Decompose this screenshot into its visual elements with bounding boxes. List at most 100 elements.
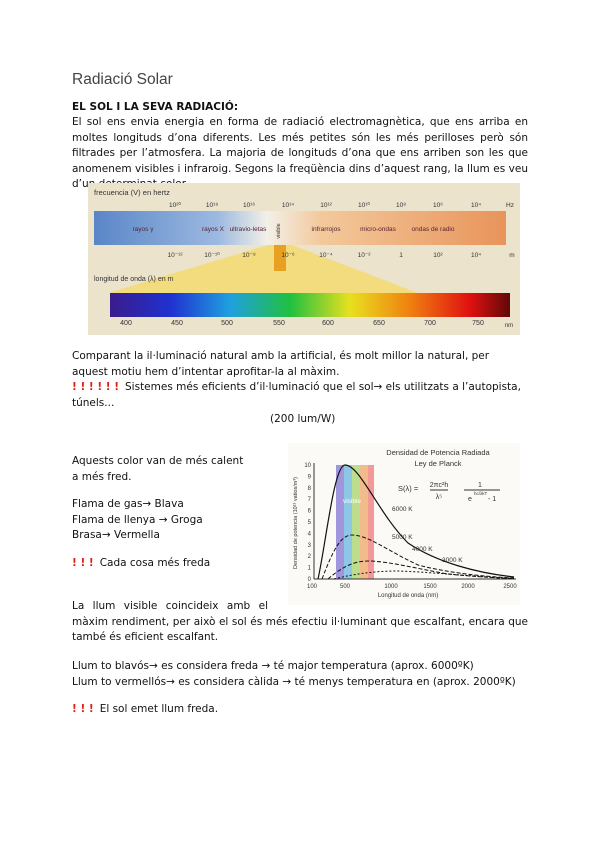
figure-label: 10⁻⁶: [281, 252, 295, 259]
figure-label: 450: [171, 320, 183, 327]
visible-band: [360, 465, 368, 579]
y-tick-label: 5: [308, 520, 312, 526]
spacer: [268, 599, 528, 613]
figure-label: hc/λkT: [474, 491, 488, 496]
figure-background: [288, 443, 520, 605]
visible-light-text: La llum visible coincideix amb el màxim …: [72, 600, 528, 643]
figure-label: 10¹⁰: [358, 201, 370, 209]
x-tick-label: 2500: [503, 584, 517, 590]
curve-label: 3000 K: [442, 557, 463, 564]
curve-label: 4000 K: [412, 546, 433, 553]
figure-label: m: [509, 252, 514, 259]
figure-label: 10⁴: [471, 202, 481, 209]
warning: ! ! ! ! ! ! Sistemes més eficients d’il·l…: [72, 380, 528, 411]
figure-label: 550: [273, 320, 285, 327]
y-tick-label: 1: [308, 566, 312, 572]
warning: ! ! ! El sol emet llum freda.: [72, 702, 218, 718]
figure-label: Ley de Planck: [414, 459, 461, 468]
visible-band: [352, 465, 360, 579]
figure-label: Longitud de onda (nm): [378, 593, 438, 599]
figure-label: Densidad de potencia (10¹³ vatios/m³): [293, 477, 299, 569]
visible-funnel: [108, 245, 418, 293]
y-tick-label: 10: [304, 463, 311, 469]
curve-5000k: [321, 534, 515, 580]
x-tick-label: 1000: [384, 584, 398, 590]
heading: EL SOL I LA SEVA RADIACIÓ:: [72, 101, 239, 113]
visible-spectrum: [110, 293, 510, 317]
spectrum-figure: frecuencia (V) en hertz 10²⁰ 10¹⁸ 10¹⁶ 10¹⁴ 1…: [88, 183, 520, 335]
visible-light: La llum visible coincideix amb el màxim …: [72, 599, 528, 646]
warning-text: Cada cosa més freda: [99, 557, 211, 569]
figure-label: - 1: [488, 496, 496, 503]
y-tick-label: 2: [308, 554, 312, 560]
visible-band: [368, 465, 374, 579]
figure-label: 10⁴: [471, 252, 481, 259]
line: Llum to vermellós→ es considera càlida →…: [72, 675, 516, 688]
warning-marks: ! ! ! ! ! !: [72, 381, 120, 393]
y-tick-label: 8: [308, 486, 312, 492]
figure-label: ondas de radio: [411, 226, 454, 233]
figure-label: 10¹²: [320, 202, 332, 209]
curve-6000k: [317, 464, 515, 580]
title: Radiació Solar: [72, 71, 173, 88]
figure-label: λ⁵: [436, 494, 443, 501]
figure-label: frecuencia (V) en hertz: [94, 188, 170, 197]
curve-3000k: [333, 570, 515, 580]
figure-label: visible: [276, 223, 282, 238]
figure-label: 10⁸: [396, 202, 406, 209]
line: Llum to blavós→ es considera freda → té …: [72, 660, 474, 672]
figure-label: S(λ) =: [398, 484, 419, 493]
y-tick-label: 4: [308, 531, 312, 537]
warning-text: El sol emet llum freda.: [99, 703, 219, 715]
intro: El sol ens envia energia en forma de rad…: [72, 116, 528, 190]
colors-intro: Aquests color van de més calent a més fr…: [72, 455, 244, 483]
figure-label: 10¹⁸: [206, 202, 218, 209]
line: Brasa→ Vermella: [72, 529, 160, 541]
x-tick-label: 1500: [423, 584, 437, 590]
warning-marks: ! ! !: [72, 557, 94, 569]
figure-label: longitud de onda (λ) en m: [94, 276, 174, 283]
y-tick-label: 7: [308, 497, 312, 503]
figure-label: Hz: [506, 202, 514, 209]
figure-label: nm: [505, 323, 513, 329]
figure-label: 400: [120, 320, 132, 327]
figure-label: 10²: [433, 252, 443, 259]
figure-label: 1: [399, 252, 403, 259]
figure-label: 10⁻⁴: [319, 252, 333, 259]
warning: ! ! ! Cada cosa més freda: [72, 556, 210, 572]
figure-label: infrarrojos: [312, 226, 342, 233]
visible-band: [344, 465, 352, 579]
y-tick-label: 9: [308, 474, 312, 480]
figure-label: 750: [472, 320, 484, 327]
warning-marks: ! ! !: [72, 703, 94, 715]
x-tick-label: 100: [307, 584, 318, 590]
y-tick-label: 3: [308, 543, 312, 549]
figure-label: visible: [343, 498, 361, 505]
figure-label: 1: [478, 482, 482, 489]
figure-label: 10⁻¹⁰: [204, 251, 220, 259]
figure-label: 10¹⁶: [243, 202, 255, 209]
visible-band: [336, 465, 344, 579]
light-tones: Llum to blavós→ es considera freda → té …: [72, 659, 516, 690]
figure-label: e: [468, 496, 472, 503]
y-tick-label: 6: [308, 509, 312, 515]
figure-label: 10⁻²: [358, 252, 372, 259]
figure-label: rayos X: [202, 226, 225, 233]
figure-label: 500: [221, 320, 233, 327]
warning-text: Sistemes més eficients d’il·luminació qu…: [72, 381, 521, 409]
figure-label: ultravio-letas: [230, 226, 268, 233]
figure-label: 10¹⁴: [282, 202, 294, 209]
curve-label: 5000 K: [392, 534, 413, 541]
x-tick-label: 2000: [461, 584, 475, 590]
x-tick-label: 500: [340, 584, 351, 590]
y-tick-label: 0: [308, 577, 312, 583]
figure-label: 650: [373, 320, 385, 327]
figure-label: Densidad de Potencia Radiada: [386, 448, 490, 457]
curve-label: 6000 K: [392, 506, 413, 513]
planck-figure: Densidad de Potencia Radiada Ley de Planc…: [288, 443, 520, 605]
flames: Flama de gas→ Blava Flama de llenya → Gro…: [72, 497, 203, 544]
line: Flama de llenya → Groga: [72, 513, 203, 526]
figure-label: 10⁶: [433, 202, 443, 209]
comparison: Comparant la il·luminació natural amb la…: [72, 350, 490, 378]
